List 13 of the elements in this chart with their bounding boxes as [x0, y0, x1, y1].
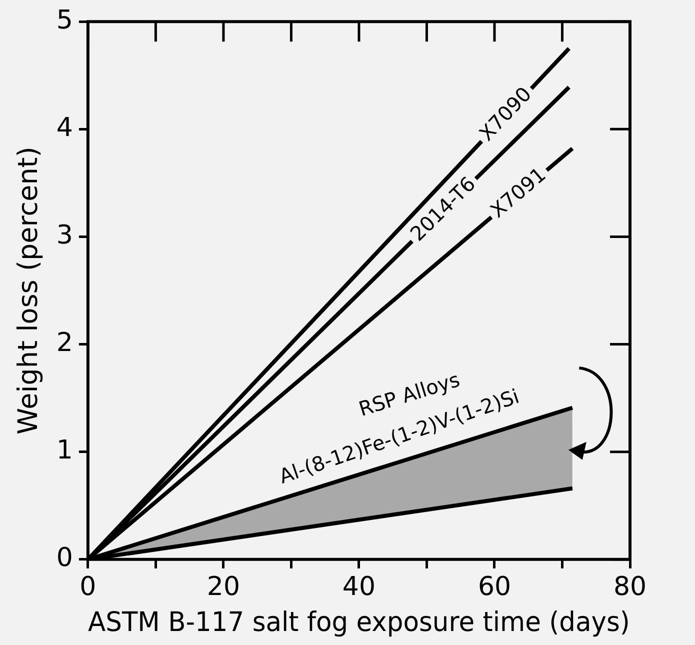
x-axis-title: ASTM B-117 salt fog exposure time (days) [88, 607, 630, 638]
x-tick-label: 20 [206, 572, 240, 602]
y-tick-label: 0 [56, 543, 73, 574]
y-tick-label: 4 [56, 112, 73, 143]
x-tick-label: 0 [80, 572, 96, 602]
y-axis-title: Weight loss (percent) [13, 146, 44, 434]
y-tick-label: 3 [56, 220, 73, 250]
x-tick-label: 60 [478, 572, 512, 602]
y-tick-label: 5 [56, 5, 73, 36]
y-tick-label: 2 [56, 328, 73, 358]
x-tick-label: 80 [613, 572, 647, 602]
x-tick-label: 40 [342, 572, 376, 602]
y-tick-label: 1 [56, 436, 73, 466]
